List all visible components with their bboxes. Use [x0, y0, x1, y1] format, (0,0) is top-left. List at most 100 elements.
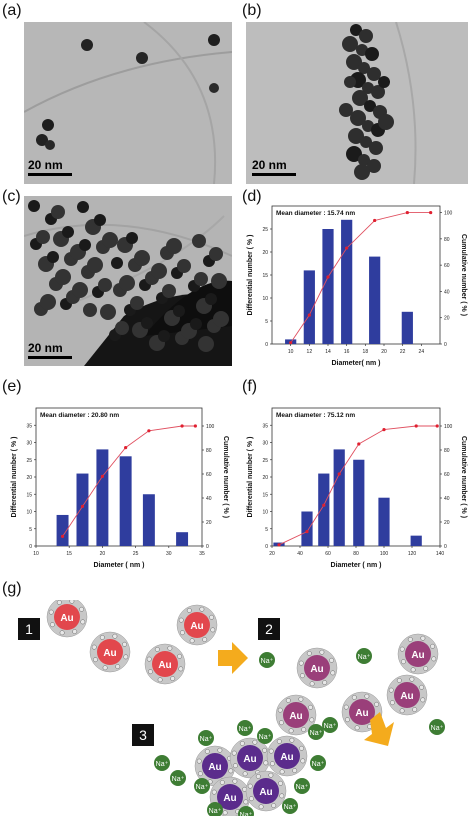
- step-number: 3: [139, 727, 147, 743]
- ligand-charge: [423, 666, 429, 672]
- x-tick-label: 30: [166, 551, 172, 557]
- ligand-charge: [80, 619, 86, 625]
- ligand-charge: [329, 657, 335, 663]
- cumulative-point: [100, 474, 104, 478]
- y-tick-label: 0: [29, 544, 32, 550]
- cumulative-point: [382, 428, 386, 432]
- x-axis-label: Diameter ( nm ): [331, 562, 382, 569]
- ligand-charge: [278, 720, 284, 726]
- ligand-charge: [419, 684, 425, 690]
- ligand-charge: [309, 681, 315, 687]
- scale-bar-c: 20 nm: [28, 341, 72, 359]
- y-tick-label: 15: [262, 492, 268, 498]
- au-particle: [349, 699, 375, 725]
- ligand-charge: [122, 641, 128, 647]
- ligand-charge: [410, 667, 416, 673]
- ligand-charge: [374, 701, 380, 707]
- y2-tick-label: 40: [444, 496, 450, 502]
- x-tick-label: 14: [325, 349, 331, 355]
- ligand-charge: [319, 649, 325, 655]
- x-tick-label: 18: [363, 349, 369, 355]
- au-particle: [304, 655, 330, 681]
- cumulative-point: [193, 424, 197, 428]
- na-ion: [237, 720, 253, 736]
- na-ion: [207, 802, 223, 818]
- scale-bar-b: 20 nm: [252, 158, 296, 176]
- ligand-charge: [222, 810, 228, 816]
- histogram-bar: [318, 473, 330, 546]
- au-label: Au: [400, 691, 413, 702]
- ligand-charge: [301, 727, 307, 733]
- ligand-charge: [289, 737, 295, 743]
- ligand-charge: [202, 637, 208, 643]
- histogram-bar: [56, 514, 69, 546]
- ligand-charge: [72, 629, 78, 635]
- x-tick-label: 20: [100, 551, 106, 557]
- y2-tick-label: 0: [444, 544, 447, 550]
- na-ion-label: Na⁺: [431, 725, 444, 732]
- panel-label-e: (e): [2, 378, 22, 395]
- na-ion-label: Na⁺: [172, 776, 185, 783]
- x-axis-label: Diameter ( nm ): [94, 562, 145, 569]
- na-ion-label: Na⁺: [284, 804, 297, 811]
- histogram-bar: [96, 449, 109, 546]
- panel-label-d: (d): [242, 188, 262, 205]
- ligand-charge: [196, 758, 202, 764]
- y-tick-label: 20: [26, 475, 32, 481]
- x-tick-label: 40: [297, 551, 303, 557]
- cumulative-point: [305, 530, 309, 534]
- histogram-bar: [322, 229, 334, 344]
- ligand-charge: [343, 704, 349, 710]
- mean-diameter-annotation: Mean diameter : 15.74 nm: [276, 210, 355, 217]
- y2-tick-label: 80: [444, 448, 450, 454]
- histogram-bar: [142, 494, 155, 546]
- ligand-charge: [79, 606, 85, 612]
- ligand-charge: [157, 677, 163, 683]
- cumulative-point: [414, 424, 418, 428]
- ligand-charge: [56, 599, 62, 605]
- na-ion-label: Na⁺: [196, 784, 209, 791]
- ligand-charge: [407, 636, 413, 642]
- x-axis-label: Diameter( nm ): [331, 360, 380, 367]
- na-ion: [198, 730, 214, 746]
- ligand-charge: [276, 738, 282, 744]
- na-ion-label: Na⁺: [324, 723, 337, 730]
- na-ion: [356, 648, 372, 664]
- na-ion-label: Na⁺: [239, 726, 252, 733]
- x-tick-label: 25: [133, 551, 139, 557]
- ligand-charge: [277, 707, 283, 713]
- tem-image-a: 20 nm: [24, 22, 232, 184]
- tem-image-c: 20 nm: [24, 196, 232, 366]
- au-label: Au: [411, 650, 424, 661]
- ligand-charge: [49, 622, 55, 628]
- cumulative-point: [405, 210, 409, 215]
- au-label: Au: [208, 762, 221, 773]
- ligand-charge: [252, 739, 258, 745]
- ligand-charge: [248, 796, 254, 802]
- au-particle: [152, 651, 178, 677]
- cumulative-point: [277, 543, 281, 547]
- y-axis-label: Differential number ( % ): [11, 437, 18, 518]
- panel-label-a: (a): [2, 2, 22, 19]
- y2-tick-label: 80: [206, 448, 212, 454]
- x-tick-label: 20: [269, 551, 275, 557]
- au-particle: [202, 753, 228, 779]
- ligand-charge: [279, 769, 285, 775]
- ligand-charge: [278, 780, 284, 786]
- y-tick-label: 10: [26, 510, 32, 516]
- y2-tick-label: 40: [206, 496, 212, 502]
- cumulative-point: [180, 424, 184, 428]
- y2-tick-label: 20: [444, 316, 450, 322]
- y2-tick-label: 60: [444, 263, 450, 269]
- na-ion-label: Na⁺: [312, 761, 325, 768]
- ligand-charge: [344, 717, 350, 723]
- y2-tick-label: 60: [206, 472, 212, 478]
- y2-axis-label: Cumulative number ( % ): [460, 436, 467, 518]
- mean-diameter-annotation: Mean diameter : 20.80 nm: [40, 412, 119, 419]
- au-label: Au: [289, 711, 302, 722]
- panel-label-b: (b): [242, 2, 262, 19]
- y-axis-label: Differential number ( % ): [247, 437, 254, 518]
- na-ion-label: Na⁺: [209, 808, 222, 815]
- panel-label-c: (c): [2, 188, 21, 205]
- au-label: Au: [223, 793, 236, 804]
